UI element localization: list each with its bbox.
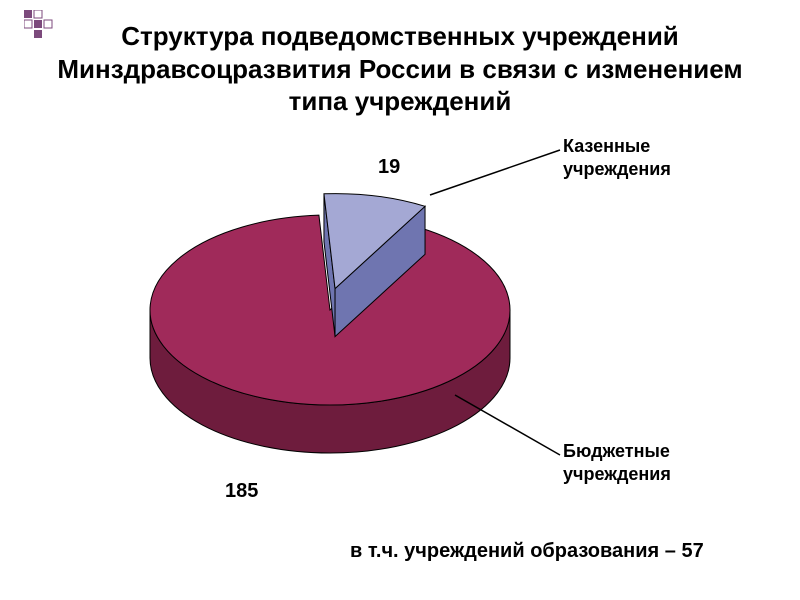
footnote: в т.ч. учреждений образования – 57 xyxy=(350,540,704,563)
value-label-state: 19 xyxy=(378,156,400,179)
callout-label-state: Казенные учреждения xyxy=(563,135,671,180)
callout-label-budget: Бюджетные учреждения xyxy=(563,440,671,485)
slide: Структура подведомственных учреждений Ми… xyxy=(0,0,800,600)
slide-title: Структура подведомственных учреждений Ми… xyxy=(50,20,750,118)
value-label-budget: 185 xyxy=(225,480,258,503)
pie-chart xyxy=(120,160,540,500)
